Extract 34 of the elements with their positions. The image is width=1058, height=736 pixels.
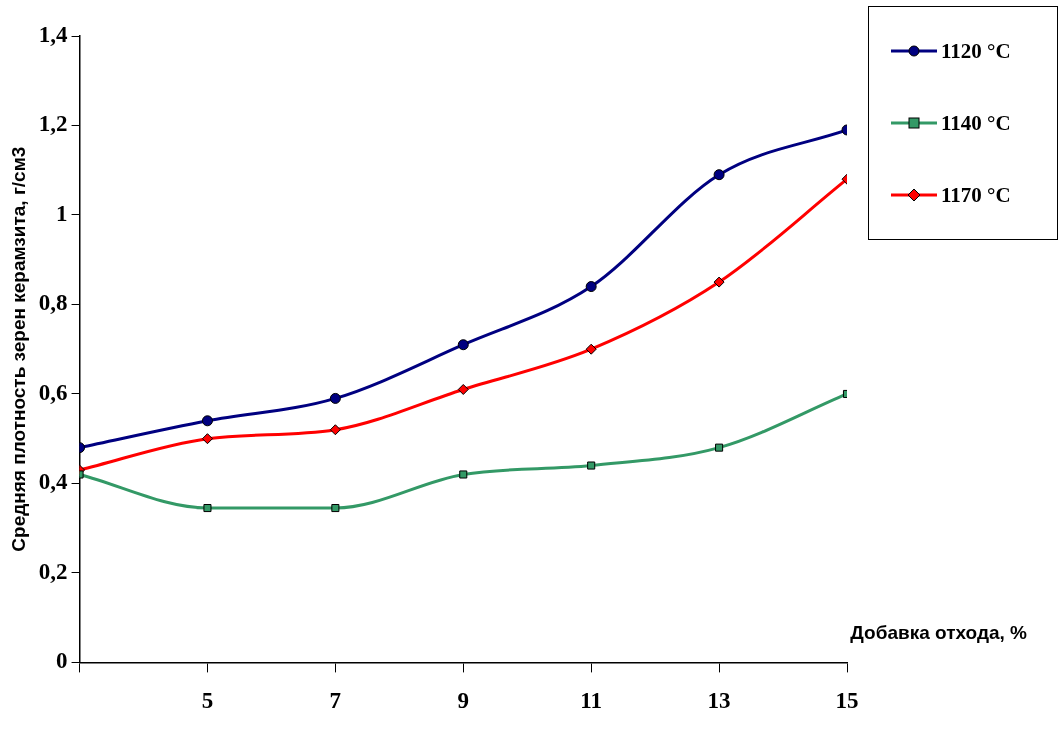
point bbox=[457, 339, 469, 351]
legend-label: 1170 °C bbox=[941, 182, 1011, 208]
point bbox=[331, 504, 340, 513]
x-tick-label: 9 bbox=[457, 688, 470, 714]
point bbox=[585, 343, 597, 355]
x-tick-label: 13 bbox=[707, 688, 731, 714]
point bbox=[459, 470, 468, 479]
point bbox=[203, 504, 212, 513]
y-tick-label: 0,4 bbox=[38, 469, 69, 495]
y-tick-label: 0,8 bbox=[38, 290, 68, 316]
legend-label: 1120 °C bbox=[941, 38, 1011, 64]
y-tick-label: 1 bbox=[56, 200, 68, 226]
y-tick-label: 1,2 bbox=[38, 111, 68, 137]
point bbox=[715, 443, 724, 452]
point bbox=[201, 433, 213, 445]
point bbox=[713, 169, 725, 181]
x-tick-label: 7 bbox=[329, 688, 342, 714]
y-tick-label: 0,6 bbox=[38, 379, 68, 405]
point bbox=[585, 281, 597, 293]
x-tick-label: 11 bbox=[580, 688, 603, 714]
y-tick-label: 0 bbox=[56, 648, 68, 674]
y-tick-label: 1,4 bbox=[38, 21, 69, 47]
point bbox=[201, 415, 213, 427]
x-tick-label: 15 bbox=[835, 688, 859, 714]
legend-label: 1140 °C bbox=[941, 110, 1011, 136]
x-tick-label: 5 bbox=[201, 688, 214, 714]
point bbox=[713, 276, 725, 288]
point bbox=[457, 383, 469, 395]
point bbox=[587, 461, 596, 470]
y-tick-label: 0,2 bbox=[38, 558, 68, 584]
x-axis-title: Добавка отхода, % bbox=[850, 622, 1027, 645]
point bbox=[329, 392, 341, 404]
point bbox=[329, 424, 341, 436]
y-axis-title: Средняя плотность зерен керамзита, г/см3 bbox=[7, 146, 29, 552]
